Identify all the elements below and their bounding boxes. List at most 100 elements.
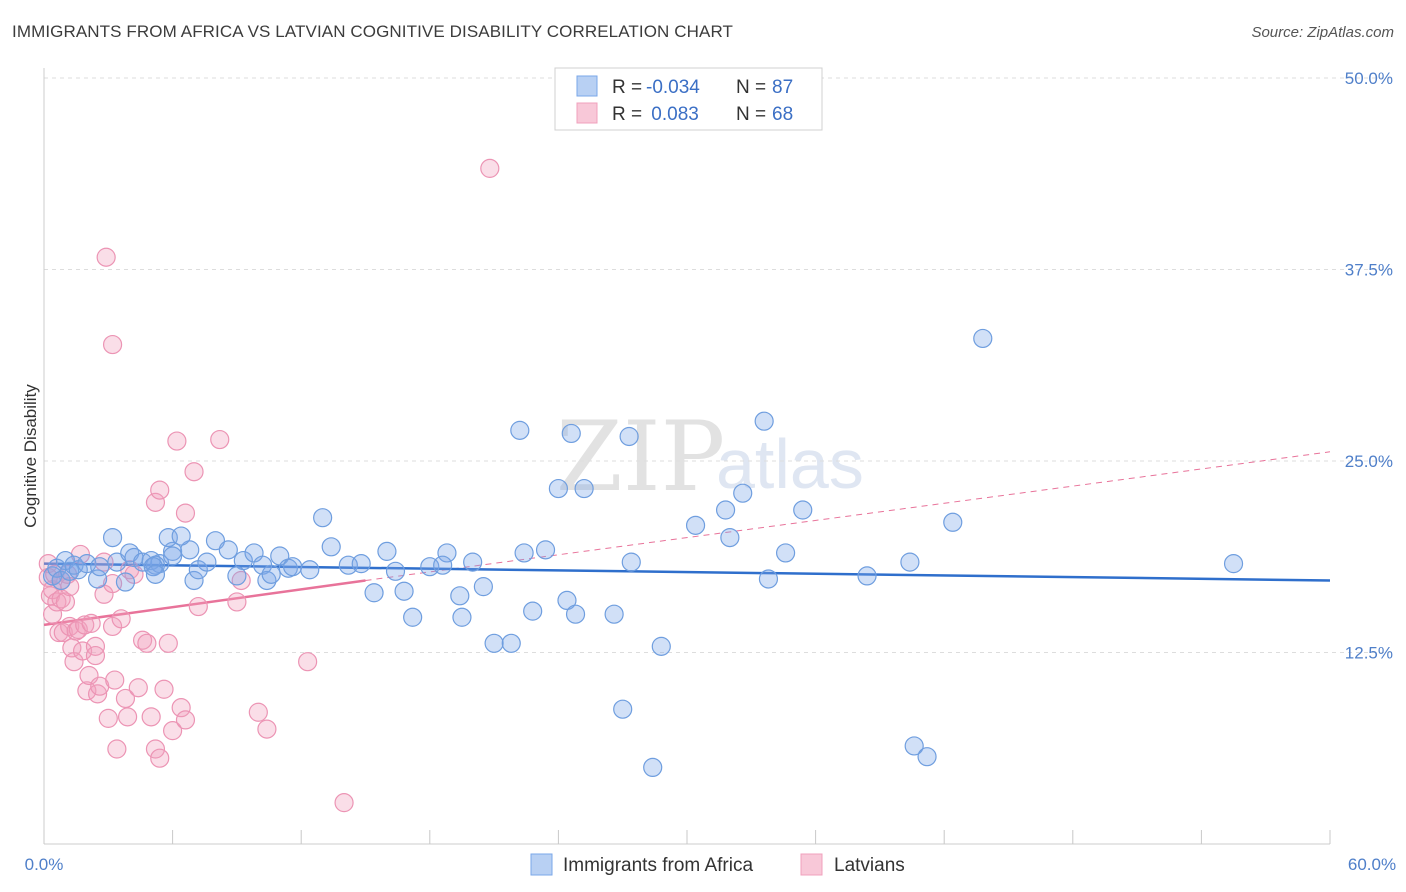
latvians-point [175,503,196,523]
bottom-legend-latvians: Latvians [834,855,905,876]
africa-point [943,512,963,532]
chart-title: IMMIGRANTS FROM AFRICA VS LATVIAN COGNIT… [12,22,733,41]
africa-point [775,543,796,563]
latvians-point [42,604,63,624]
source-label: Source: ZipAtlas.com [1251,24,1394,41]
latvians-point [480,158,500,178]
latvians-point [102,334,123,355]
latvians-point [257,719,277,739]
africa-point [613,699,633,719]
correlation-legend: R = -0.034 N = 87 R = 0.083 N = 68 [554,67,823,131]
latvians-point [137,633,157,653]
africa-trend-line [43,562,1331,582]
africa-point [437,543,457,563]
latvians-point [145,492,166,512]
africa-point [574,478,594,499]
africa-point [473,577,493,597]
africa-point [733,483,753,503]
africa-point [452,607,472,627]
latvians-point [298,652,318,672]
africa-point [450,586,470,606]
latvians-point [87,684,108,704]
africa-point [535,540,556,560]
africa-point [758,569,779,589]
africa-point [973,328,993,349]
africa-point [484,633,504,653]
africa-point [548,478,569,499]
legend-swatch-latvians [576,102,598,124]
latvians-point [105,670,125,690]
africa-point [501,633,521,653]
africa-point [463,552,483,572]
latvians-point [150,748,170,768]
latvians-point [248,702,268,722]
latvians-point [85,645,106,666]
watermark-zip: ZIP [556,401,725,513]
africa-point [115,572,136,592]
africa-point [510,420,530,440]
latvians-point [150,480,170,500]
latvians-point [115,688,136,709]
africa-point [180,540,200,560]
africa-point [184,570,204,591]
africa-point [565,604,586,624]
africa-point [793,500,813,520]
africa-point [643,757,663,778]
africa-point [857,566,877,586]
latvians-point [98,708,118,728]
x-tick-label-max: 60.0% [1348,855,1396,874]
africa-point [351,554,371,574]
africa-point [715,500,736,520]
legend-r-label-1: R = [612,77,642,98]
africa-point [904,736,924,756]
africa-point [561,423,581,444]
watermark-atlas: atlas [716,425,864,503]
africa-point [1223,554,1244,574]
latvians-point [141,707,161,727]
africa-point [218,540,238,560]
latvians-point [171,698,191,718]
latvians-point [117,707,138,727]
africa-points [42,328,1244,778]
africa-point [403,607,423,627]
latvians-point [96,247,116,267]
africa-point [300,560,320,580]
africa-point [557,590,577,611]
bottom-legend-africa: Immigrants from Africa [563,855,753,876]
latvians-point [111,609,131,629]
africa-point [163,546,183,566]
x-tick-marks [43,830,1331,844]
africa-point [321,537,341,557]
africa-point [197,552,217,572]
africa-point [621,552,641,572]
series-legend: Immigrants from Africa Latvians [530,853,905,876]
latvians-point [154,679,174,699]
africa-point [685,515,706,535]
latvians-point [107,739,127,759]
africa-point [227,566,247,586]
latvians-point [72,641,93,661]
y-tick-labels: 12.5% 25.0% 37.5% 50.0% [1345,69,1393,663]
africa-point [651,636,671,656]
x-tick-label-min: 0.0% [25,855,64,874]
africa-point [313,508,333,528]
africa-point [102,527,123,548]
africa-point [145,564,166,584]
y-axis-title: Cognitive Disability [21,384,40,528]
legend-box [554,67,823,131]
y-tick-label: 37.5% [1345,261,1393,280]
latvians-point [77,681,97,701]
y-tick-label: 25.0% [1345,452,1393,471]
africa-point [385,561,406,581]
africa-point [261,564,281,584]
legend-r-label-2: R = [612,104,642,125]
y-tick-label: 12.5% [1345,644,1393,663]
africa-point [364,583,384,603]
africa-point [754,411,774,431]
bottom-legend-swatch-latvians [800,853,823,876]
latvians-point [49,622,69,643]
latvians-point [334,793,354,813]
africa-point [394,581,414,601]
africa-point [604,604,624,624]
latvians-point [145,739,166,759]
